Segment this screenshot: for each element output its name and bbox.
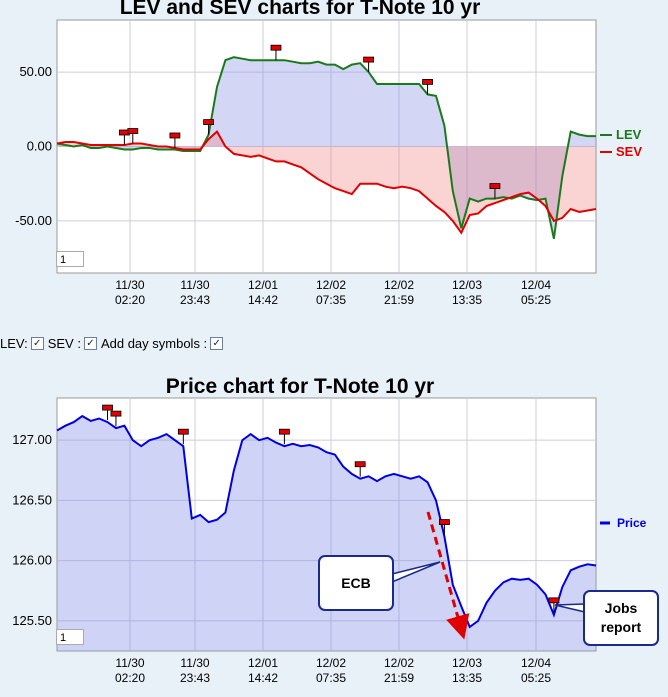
y-tick-label: 125.50 xyxy=(12,613,52,628)
x-tick-label-date: 12/03 xyxy=(452,656,482,670)
x-tick-label-date: 11/30 xyxy=(180,278,209,292)
y-tick-label: 50.00 xyxy=(19,64,52,79)
price-series-line xyxy=(56,414,597,629)
sev-toggle-label: SEV : xyxy=(47,336,81,351)
lev-chart-title: LEV and SEV charts for T-Note 10 yr xyxy=(119,0,481,19)
legend-lev-label: LEV xyxy=(616,127,642,142)
day-symbol-flag xyxy=(548,597,560,604)
y-tick-label: 127.00 xyxy=(12,432,52,447)
day-symbol-flag xyxy=(110,410,122,417)
day-symbols-label: Add day symbols : xyxy=(100,336,208,351)
chart-controls: LEV: ✓ SEV : ✓ Add day symbols : ✓ xyxy=(0,336,227,351)
lev-area xyxy=(57,57,596,239)
day-symbol-marker xyxy=(177,428,189,445)
x-tick-label-date: 12/03 xyxy=(452,278,482,292)
day-symbol-marker xyxy=(110,410,122,427)
jobs-report-line-2: report xyxy=(600,619,642,635)
x-tick-label-date: 12/02 xyxy=(316,278,346,292)
day-symbol-flag xyxy=(354,461,366,468)
x-tick-label-date: 11/30 xyxy=(115,656,144,670)
x-tick-label-date: 12/04 xyxy=(521,656,551,670)
day-symbol-marker xyxy=(270,44,282,61)
x-tick-label-time: 14:42 xyxy=(248,671,278,685)
day-symbol-marker xyxy=(169,132,181,148)
y-tick-label: 126.00 xyxy=(12,553,52,568)
jobs-report-callout: Jobs report xyxy=(583,590,659,646)
lev-series-line xyxy=(56,56,596,240)
day-symbol-flag xyxy=(169,132,181,139)
day-symbol-flag xyxy=(270,44,282,51)
lev-toggle-label: LEV: xyxy=(0,336,28,351)
x-tick-label-time: 05:25 xyxy=(521,671,551,685)
day-symbol-marker xyxy=(489,183,501,199)
x-tick-label-date: 12/04 xyxy=(521,278,551,292)
day-symbol-flag xyxy=(203,119,214,125)
x-tick-label-time: 07:35 xyxy=(316,293,346,307)
x-tick-label-time: 02:20 xyxy=(115,293,145,307)
sev-series-line xyxy=(56,130,597,235)
x-tick-label-date: 12/01 xyxy=(248,656,278,670)
x-tick-label-time: 23:43 xyxy=(180,671,210,685)
day-symbol-marker xyxy=(363,56,375,73)
lev-sev-chart: 11/3002:2011/3023:4312/0114:4212/0207:35… xyxy=(15,19,642,307)
y-tick-label: 126.50 xyxy=(12,492,52,507)
x-tick-label-time: 13:35 xyxy=(452,293,482,307)
lev-zoom-input[interactable]: 1 xyxy=(56,251,84,267)
price-zoom-input[interactable]: 1 xyxy=(56,629,84,645)
x-tick-label-date: 11/30 xyxy=(180,656,209,670)
day-symbol-marker xyxy=(278,428,290,445)
day-symbol-flag xyxy=(102,404,113,411)
legend-price-label: Price xyxy=(617,516,647,530)
x-tick-label-date: 12/02 xyxy=(316,656,346,670)
day-symbol-flag xyxy=(439,519,450,525)
x-tick-label-time: 05:25 xyxy=(521,293,551,307)
x-tick-label-time: 02:20 xyxy=(115,671,145,685)
day-symbol-flag xyxy=(177,428,189,435)
jobs-report-line-1: Jobs xyxy=(604,600,638,616)
day-symbol-marker xyxy=(439,519,450,535)
day-symbol-flag xyxy=(489,183,501,189)
day-symbol-marker xyxy=(354,461,366,477)
day-symbol-flag xyxy=(422,79,433,85)
x-tick-label-time: 14:42 xyxy=(248,293,278,307)
day-symbol-marker xyxy=(548,597,560,613)
x-tick-label-date: 12/01 xyxy=(248,278,278,292)
day-symbol-marker xyxy=(102,404,113,421)
price-chart-title: Price chart for T-Note 10 yr xyxy=(165,375,435,398)
x-tick-label-date: 12/02 xyxy=(384,278,414,292)
day-symbols-checkbox[interactable]: ✓ xyxy=(210,337,224,350)
day-symbol-flag xyxy=(278,428,290,435)
x-tick-label-time: 21:59 xyxy=(384,293,414,307)
day-symbol-flag xyxy=(363,56,375,63)
ecb-trend-arrow xyxy=(426,511,470,640)
lev-checkbox[interactable]: ✓ xyxy=(30,337,44,350)
x-tick-label-time: 23:43 xyxy=(180,293,210,307)
day-symbol-flag xyxy=(127,128,139,134)
day-symbol-marker xyxy=(127,128,139,144)
sev-area xyxy=(57,131,596,233)
ecb-callout: ECB xyxy=(318,555,394,611)
legend-sev-label: SEV xyxy=(616,144,642,159)
day-symbol-marker xyxy=(203,119,214,135)
x-tick-label-date: 11/30 xyxy=(115,278,144,292)
sev-checkbox[interactable]: ✓ xyxy=(83,337,97,350)
x-tick-label-time: 13:35 xyxy=(452,671,482,685)
price-area xyxy=(57,416,596,651)
x-tick-label-date: 12/02 xyxy=(384,656,414,670)
x-tick-label-time: 07:35 xyxy=(316,671,346,685)
y-tick-label: 0.00 xyxy=(27,139,52,154)
day-symbol-marker xyxy=(422,79,433,95)
x-tick-label-time: 21:59 xyxy=(384,671,414,685)
y-tick-label: -50.00 xyxy=(15,213,52,228)
